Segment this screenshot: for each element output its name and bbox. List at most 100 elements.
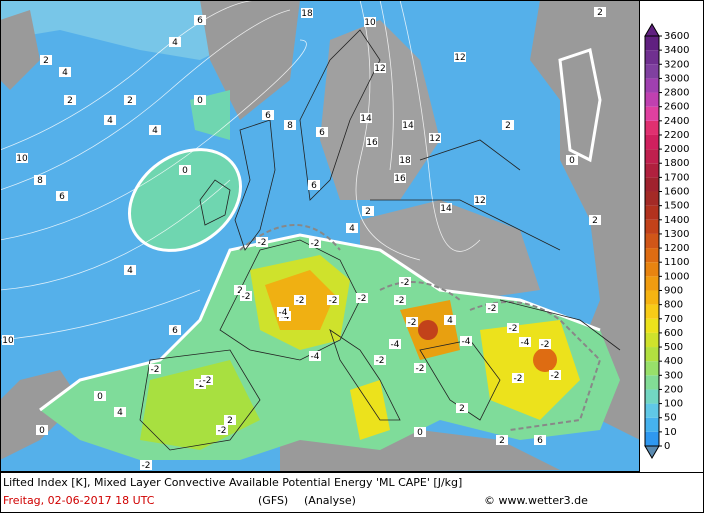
footer-credit: © www.wetter3.de: [484, 494, 588, 507]
contour-label: 12: [474, 196, 485, 206]
contour-label: 2: [67, 96, 73, 106]
contour-label: 2: [459, 404, 465, 414]
contour-label: 4: [152, 126, 158, 136]
contour-label: 14: [440, 204, 452, 214]
cape-area: [480, 320, 580, 420]
label-box: [114, 407, 126, 417]
label-box: [374, 63, 386, 73]
contour-label: -2: [142, 461, 151, 471]
contour-label: -2: [296, 296, 305, 306]
legend-swatch: [645, 36, 659, 51]
label-box: [366, 137, 378, 147]
negative-contour: [239, 224, 602, 431]
legend-label: 400: [664, 356, 683, 367]
legend-label: 1400: [664, 215, 689, 226]
label-box: [301, 8, 313, 18]
legend-label: 3000: [664, 73, 689, 84]
label-box: [149, 125, 161, 135]
label-box: [486, 303, 498, 313]
contour-label: 0: [417, 428, 423, 438]
gray-area: [0, 370, 80, 460]
legend-label: 1700: [664, 172, 689, 183]
gray-area: [530, 0, 640, 440]
contour-label: -4: [462, 337, 471, 347]
map-area: [0, 0, 640, 472]
contour-label: 14: [360, 114, 372, 124]
legend-swatch: [645, 120, 659, 135]
green-area: [129, 149, 241, 251]
legend-swatch: [645, 163, 659, 178]
label-box: [346, 223, 358, 233]
legend-label: 300: [664, 370, 683, 381]
label-box: [104, 115, 116, 125]
label-box: [374, 355, 386, 365]
legend-swatch: [645, 92, 659, 107]
label-box: [356, 293, 368, 303]
contour-label: 4: [447, 316, 453, 326]
label-box: [140, 460, 152, 470]
contour-label: 0: [97, 392, 103, 402]
legend-label: 500: [664, 342, 683, 353]
legend-swatch: [645, 233, 659, 249]
label-box: [179, 165, 191, 175]
legend-swatch: [645, 431, 659, 446]
contour-label: -2: [396, 296, 405, 306]
zero-contour: [558, 48, 602, 163]
legend-label: 600: [664, 328, 683, 339]
contour-label: -2: [514, 374, 523, 384]
contour-label: -2: [401, 278, 410, 288]
label-box: [454, 52, 466, 62]
contour-label: 10: [16, 154, 28, 164]
cape-area: [350, 380, 390, 440]
label-box: [406, 317, 418, 327]
legend-label: 700: [664, 314, 683, 325]
label-box: [589, 215, 601, 225]
legend-swatch: [645, 78, 659, 93]
gray-area: [0, 10, 40, 90]
legend-swatch: [645, 262, 659, 277]
contour-label: 14: [402, 121, 414, 131]
label-box: [309, 351, 321, 361]
label-box: [262, 110, 274, 120]
contour-label: -2: [196, 380, 205, 390]
footer-title: Lifted Index [K], Mixed Layer Convective…: [3, 476, 462, 489]
contour-label: 0: [569, 156, 575, 166]
contour-label: 4: [349, 224, 355, 234]
label-box: [308, 180, 320, 190]
contour-label: 4: [117, 408, 123, 418]
contour-label: 0: [182, 166, 188, 176]
label-box: [94, 391, 106, 401]
label-box: [394, 295, 406, 305]
contour-label: 6: [172, 326, 178, 336]
legend-swatch: [645, 417, 659, 432]
label-box: [234, 285, 246, 295]
label-box: [402, 120, 414, 130]
legend-swatch: [645, 106, 659, 121]
legend-label: 2000: [664, 144, 689, 155]
legend-label: 3600: [664, 31, 689, 42]
isolines: [0, 0, 481, 341]
legend-label: 1200: [664, 243, 689, 254]
legend-swatch: [645, 304, 659, 319]
legend-label: 200: [664, 384, 683, 395]
label-box: [284, 120, 296, 130]
contour-label: -2: [376, 356, 385, 366]
contour-label: 6: [265, 111, 271, 121]
label-box: [201, 375, 213, 385]
label-box: [224, 415, 236, 425]
label-box: [474, 195, 486, 205]
gray-area: [200, 0, 300, 120]
label-box: [429, 133, 441, 143]
contour-label: -2: [408, 318, 417, 328]
label-box: [169, 325, 181, 335]
legend-arrow-top: [644, 23, 660, 37]
cape-area: [533, 348, 557, 372]
legend-label: 2800: [664, 88, 689, 99]
legend-swatch: [645, 347, 659, 362]
legend-swatch: [645, 177, 659, 192]
label-box: [124, 265, 136, 275]
label-box: [539, 339, 551, 349]
contour-label: -2: [551, 371, 560, 381]
legend-label: 2200: [664, 130, 689, 141]
legend-label: 0: [664, 441, 670, 452]
